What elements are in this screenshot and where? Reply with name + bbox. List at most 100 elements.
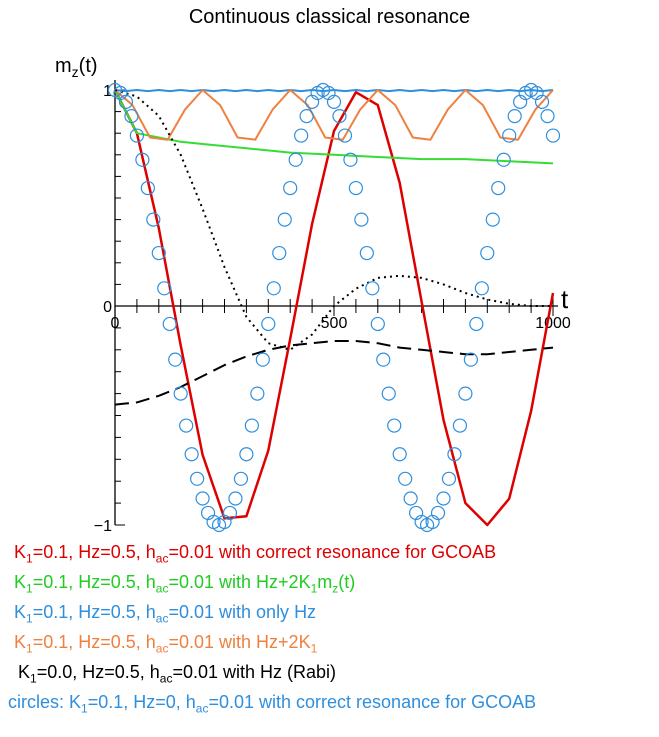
data-point-circle <box>359 245 374 261</box>
data-point-circle <box>496 152 511 167</box>
legend-text: =0.01 with correct resonance for GCOAB <box>168 542 497 562</box>
data-point-circle <box>458 386 473 401</box>
data-point-circle <box>354 212 369 227</box>
data-point-circle <box>179 418 194 433</box>
legend-entry: K1=0.1, Hz=0.5, hac=0.01 with Hz+2K1mz(t… <box>14 572 355 596</box>
legend-subscript: ac <box>155 581 169 596</box>
legend-text: K <box>14 602 27 622</box>
legend-entry: K1=0.1, Hz=0.5, hac=0.01 with correct re… <box>14 542 496 566</box>
x-tick-label: 1000 <box>535 315 571 332</box>
legend-text: (t) <box>338 572 356 592</box>
data-point-circle <box>129 128 144 143</box>
data-point-circle <box>255 352 270 367</box>
chart: 0 500 1000 1 0 −1 mz(t) t <box>55 55 571 535</box>
legend-subscript: 1 <box>26 551 33 566</box>
legend-subscript: 1 <box>26 611 33 626</box>
legend-subscript: 1 <box>81 701 88 716</box>
data-point-circle <box>233 471 249 486</box>
data-point-circle <box>272 245 287 261</box>
data-point-circle <box>332 109 347 124</box>
y-tick-label: 1 <box>103 83 112 100</box>
data-point-circle <box>398 471 413 486</box>
data-point-circle <box>124 109 139 124</box>
legend-text: =0.1, Hz=0.5, h <box>32 602 156 622</box>
data-point-circle <box>228 491 243 506</box>
data-point-circle <box>540 109 555 124</box>
data-point-circle <box>469 316 484 332</box>
data-point-circle <box>441 471 457 486</box>
legend-text: K <box>18 662 31 682</box>
data-point-circle <box>135 152 150 167</box>
data-point-circle <box>507 109 522 124</box>
data-point-circle <box>118 94 134 109</box>
data-point-circle <box>430 505 446 521</box>
data-point-circle <box>244 418 259 433</box>
data-point-circle <box>288 152 303 167</box>
data-point-circle <box>184 447 199 462</box>
chart-title: Continuous classical resonance <box>188 6 471 28</box>
y-tick-label: 0 <box>103 299 112 316</box>
data-point-circle <box>381 386 396 401</box>
series-line-4 <box>114 89 553 351</box>
data-point-circle <box>261 316 276 332</box>
data-point-circle <box>151 245 166 261</box>
legend-subscript: 1 <box>26 641 33 656</box>
legend-subscript: ac <box>159 671 173 686</box>
legend-entry: K1=0.0, Hz=0.5, hac=0.01 with Hz (Rabi) <box>18 662 336 686</box>
data-point-circle <box>162 316 177 332</box>
legend-subscript: 1 <box>30 671 37 686</box>
data-point-circle <box>266 281 281 296</box>
data-point-circle <box>545 128 561 143</box>
data-point-circle <box>392 447 407 462</box>
data-point-circle <box>534 94 550 109</box>
data-point-circle <box>168 352 183 367</box>
legend-subscript: ac <box>195 701 209 716</box>
legend-subscript: 1 <box>26 581 33 596</box>
data-point-circle <box>480 245 495 261</box>
data-point-circle <box>463 352 478 367</box>
x-axis-label: t <box>561 284 569 314</box>
legend-subscript: 1 <box>310 581 318 596</box>
data-point-circle <box>452 418 468 433</box>
legend-text: =0.01 with Hz (Rabi) <box>172 662 337 682</box>
data-point-circle <box>140 180 155 196</box>
legend-text: =0.01 with correct resonance for GCOAB <box>208 692 537 712</box>
series-line-1 <box>114 89 554 165</box>
legend-text: K <box>14 542 27 562</box>
legend-subscript: ac <box>155 641 169 656</box>
data-point-circle <box>157 281 172 296</box>
data-point-circle <box>326 94 342 109</box>
data-point-circle <box>376 352 391 367</box>
legend-text: =0.01 with Hz+2K <box>168 632 311 652</box>
legend-subscript: ac <box>155 611 169 626</box>
legend-entry: circles: K1=0.1, Hz=0, hac=0.01 with cor… <box>8 692 536 716</box>
data-point-circle <box>436 491 451 506</box>
x-tick-label: 0 <box>111 315 120 332</box>
data-point-circle <box>485 212 500 227</box>
data-point-circle <box>370 316 385 332</box>
series-line-3 <box>114 89 554 141</box>
data-point-circle <box>277 212 292 227</box>
series-line-0 <box>113 89 555 527</box>
x-tick-label: 500 <box>321 315 348 332</box>
legend-text: =0.1, Hz=0.5, h <box>32 632 156 652</box>
legend-subscript: 1 <box>310 641 318 656</box>
data-point-circle <box>502 128 517 143</box>
data-point-circle <box>195 491 210 506</box>
data-point-circle <box>365 281 380 296</box>
data-point-circle <box>337 128 353 143</box>
legend-text: =0.1, Hz=0.5, h <box>32 572 156 592</box>
legend-entry: K1=0.1, Hz=0.5, hac=0.01 with Hz+2K1 <box>14 632 317 656</box>
data-point-circle <box>146 212 161 227</box>
legend-text: =0.1, Hz=0.5, h <box>32 542 156 562</box>
legend-subscript: ac <box>155 551 169 566</box>
data-point-circle <box>474 281 489 296</box>
series-line-5 <box>114 340 554 406</box>
legend-text: circles: K <box>8 692 82 712</box>
data-point-circle <box>190 471 205 486</box>
data-point-circle <box>348 180 363 196</box>
legend-text: =0.01 with only Hz <box>168 602 317 622</box>
y-axis-label: mz(t) <box>55 55 98 80</box>
legend-text: =0.0, Hz=0.5, h <box>36 662 160 682</box>
data-point-circle <box>294 128 309 143</box>
